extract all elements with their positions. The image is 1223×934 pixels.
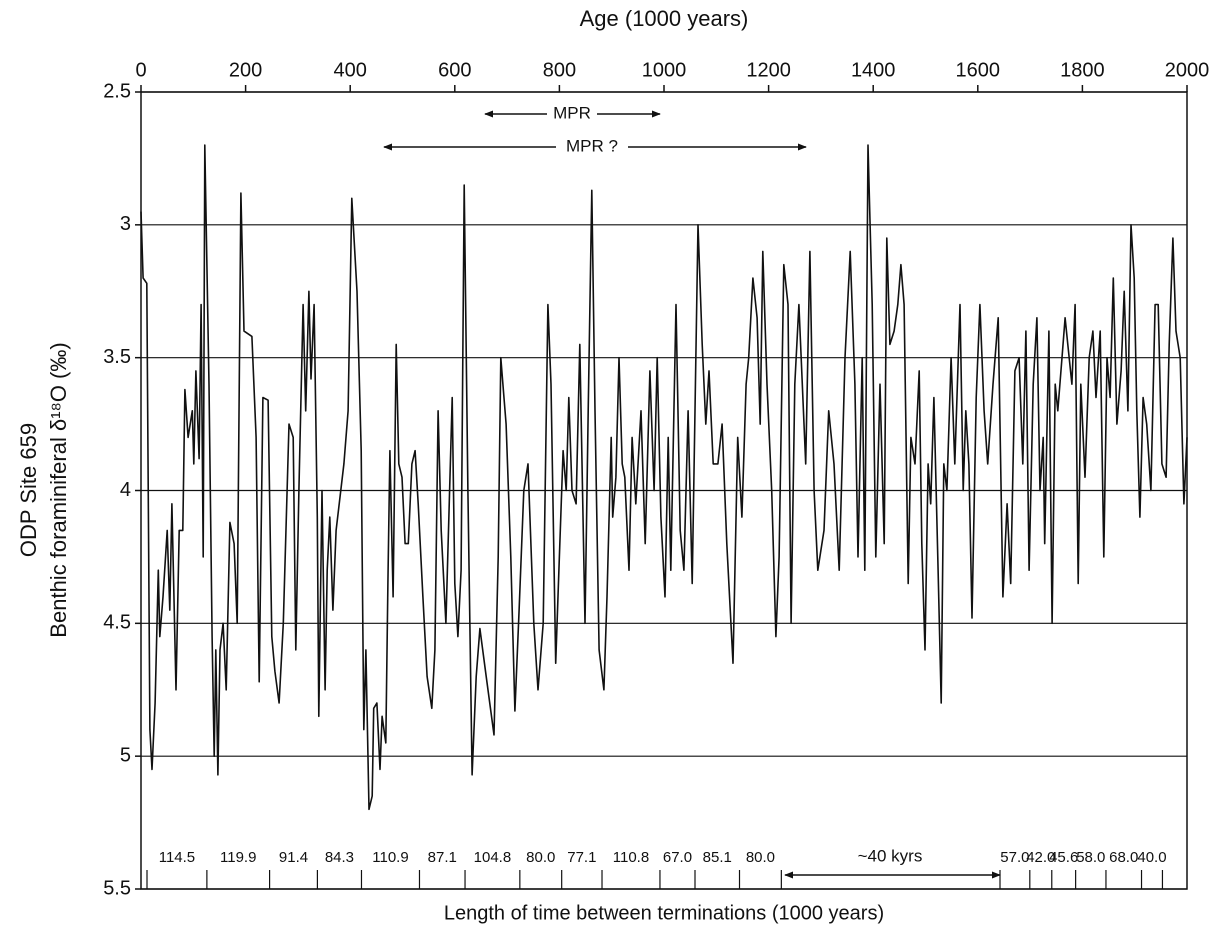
y-tick-label: 4.5 xyxy=(103,612,131,634)
termination-label: 40.0 xyxy=(1137,849,1166,866)
y-tick-label: 2.5 xyxy=(103,80,131,102)
termination-label: 87.1 xyxy=(428,849,457,866)
annotation: MPR xyxy=(553,103,591,122)
termination-label: 104.8 xyxy=(474,849,512,866)
termination-label: 91.4 xyxy=(279,849,308,866)
termination-label: 85.1 xyxy=(703,849,732,866)
annotation-label-bg xyxy=(556,136,628,158)
y-tick-label: 4 xyxy=(120,479,131,501)
termination-label: 67.0 xyxy=(663,849,692,866)
termination-label: 80.0 xyxy=(746,849,775,866)
x-tick-label: 1000 xyxy=(642,59,687,81)
x-tick-label: 1200 xyxy=(746,59,791,81)
termination-label: 45.6 xyxy=(1049,849,1078,866)
annotation: ~40 kyrs xyxy=(858,846,923,865)
y-tick-label: 3.5 xyxy=(103,346,131,368)
termination-label: 58.0 xyxy=(1076,849,1105,866)
termination-label: 68.0 xyxy=(1109,849,1138,866)
x-axis-title: Age (1000 years) xyxy=(580,6,749,31)
termination-label: 77.1 xyxy=(567,849,596,866)
x-tick-label: 1400 xyxy=(851,59,896,81)
y-tick-label: 5.5 xyxy=(103,877,131,899)
x-tick-label: 0 xyxy=(135,59,146,81)
y-axis-title: ODP Site 659 xyxy=(16,423,41,557)
termination-label: 80.0 xyxy=(526,849,555,866)
x-tick-label: 200 xyxy=(229,59,262,81)
x-tick-label: 400 xyxy=(334,59,367,81)
termination-label: 57.0 xyxy=(1000,849,1029,866)
termination-label: 110.8 xyxy=(613,849,649,866)
bottom-axis-title: Length of time between terminations (100… xyxy=(444,902,884,924)
x-tick-label: 1800 xyxy=(1060,59,1105,81)
termination-label: 84.3 xyxy=(325,849,354,866)
data-line xyxy=(140,144,1188,811)
y-tick-label: 3 xyxy=(120,213,131,235)
termination-label: 119.9 xyxy=(220,849,256,866)
x-tick-label: 1600 xyxy=(956,59,1001,81)
annotation: MPR ? xyxy=(566,136,618,155)
termination-label: 114.5 xyxy=(159,849,195,866)
x-tick-label: 600 xyxy=(438,59,471,81)
annotation-label-bg xyxy=(547,103,597,125)
x-tick-label: 2000 xyxy=(1165,59,1210,81)
x-tick-label: 800 xyxy=(543,59,576,81)
y-tick-label: 5 xyxy=(120,744,131,766)
termination-label: 110.9 xyxy=(372,849,408,866)
termination-label: 42.0 xyxy=(1026,849,1055,866)
y-axis-title: Benthic foraminiferal δ¹⁸O (‰) xyxy=(46,342,71,637)
